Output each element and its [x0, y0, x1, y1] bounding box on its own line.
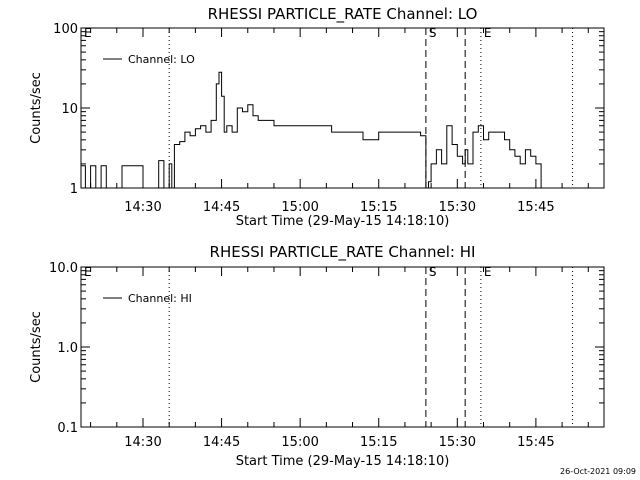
marker-label: S: [429, 265, 437, 279]
y-tick-label: 0.1: [57, 421, 78, 436]
y-tick-label: 10.0: [49, 261, 78, 276]
x-tick-label: 15:45: [517, 435, 554, 450]
legend-entry: Channel: HI: [128, 292, 192, 305]
chart-title: RHESSI PARTICLE_RATE Channel: LO: [208, 5, 478, 24]
legend-entry: Channel: LO: [128, 53, 195, 66]
y-tick-label: 1.0: [57, 341, 78, 356]
x-tick-label: 14:30: [124, 200, 161, 215]
marker-label: E: [484, 265, 492, 279]
x-axis-label: Start Time (29-May-15 14:18:10): [236, 454, 450, 469]
y-tick-label: 1: [70, 182, 78, 197]
plot-frame: [80, 266, 605, 428]
marker-label: E: [84, 26, 92, 40]
x-tick-label: 15:30: [439, 435, 476, 450]
x-tick-label: 14:30: [124, 435, 161, 450]
footer-timestamp: 26-Oct-2021 09:09: [560, 467, 636, 476]
marker-label: E: [84, 265, 92, 279]
chart-panel-1: RHESSI PARTICLE_RATE Channel: LO 1 10 100 14…: [29, 5, 605, 229]
x-tick-label: 15:00: [281, 200, 318, 215]
marker-label: S: [429, 26, 437, 40]
chart-title: RHESSI PARTICLE_RATE Channel: HI: [210, 243, 476, 262]
x-tick-label: 14:45: [203, 435, 240, 450]
y-axis-label: Counts/sec: [29, 311, 44, 383]
series-line: [81, 71, 573, 189]
marker-label: E: [484, 26, 492, 40]
x-tick-label: 15:45: [517, 200, 554, 215]
chart-panel-2: RHESSI PARTICLE_RATE Channel: HI 0.1 1.0 10…: [29, 243, 605, 469]
y-tick-label: 100: [53, 22, 78, 37]
x-tick-label: 15:15: [360, 435, 397, 450]
x-tick-label: 15:00: [281, 435, 318, 450]
y-axis-label: Counts/sec: [29, 72, 44, 144]
x-tick-label: 15:30: [439, 200, 476, 215]
x-tick-label: 14:45: [203, 200, 240, 215]
x-tick-label: 15:15: [360, 200, 397, 215]
y-tick-label: 10: [61, 102, 78, 117]
x-axis-label: Start Time (29-May-15 14:18:10): [236, 214, 450, 229]
